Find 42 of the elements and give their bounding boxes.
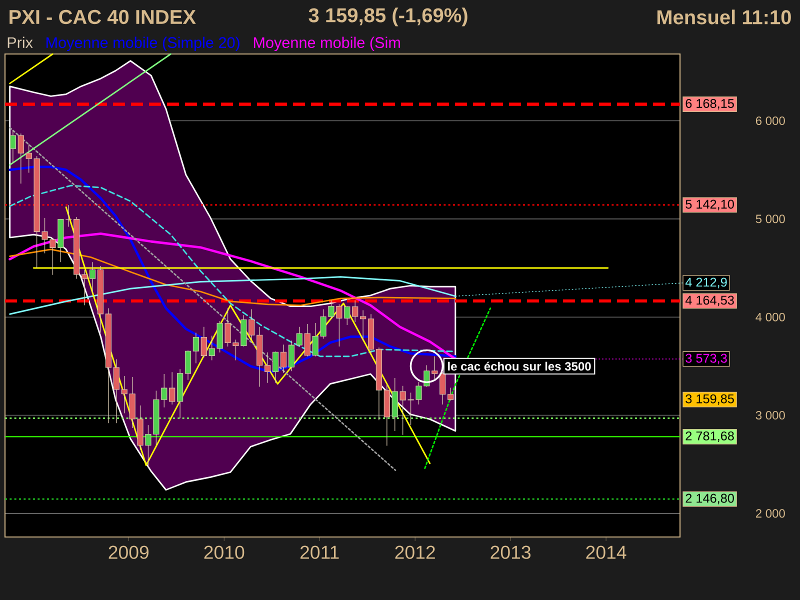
y-tick-label: 4 000 [756, 312, 785, 322]
y-tick-label: 3 000 [756, 411, 785, 420]
y-tick-label: 6 000 [756, 116, 785, 126]
candlestick [280, 344, 287, 374]
ref-line-label: 4 164,53 [685, 296, 734, 306]
candlestick [82, 270, 88, 306]
candlestick [360, 310, 366, 341]
ref-line-label: 2 146,80 [686, 494, 734, 504]
data-label: 4 212,9 [685, 278, 727, 288]
chart-title: PXI - CAC 40 INDEX [10, 10, 196, 24]
candlestick [448, 387, 454, 401]
text: 3 159,85 [686, 394, 734, 405]
ref-line-label: 5 142,10 [686, 200, 734, 210]
candlestick [89, 262, 96, 293]
ref-line-label: 2 781,68 [686, 431, 734, 442]
candlestick [264, 352, 271, 384]
x-tick-label: 2012 [395, 546, 435, 559]
candlestick [169, 372, 176, 405]
y-tick-label: 5 000 [756, 214, 785, 224]
candlestick [288, 340, 294, 372]
y-tick-label: 2 000 [756, 509, 785, 518]
text: Moyenne mobile (Simple 20) [46, 36, 240, 52]
x-tick-label: 2010 [204, 546, 244, 559]
x-tick-label: 2009 [108, 546, 149, 559]
candlestick [192, 332, 200, 364]
candlestick [10, 130, 16, 164]
x-tick-label: 2014 [586, 546, 626, 559]
line-series [8, 166, 457, 374]
candlestick [272, 351, 279, 384]
candlestick [184, 350, 192, 380]
chart-subtitle: 3 159,85 (-1,69%) [308, 8, 468, 26]
text: Mensuel 11:10 [657, 10, 791, 24]
data-label: 3 573,3 [686, 354, 727, 364]
text: Prix [8, 36, 33, 48]
line-series [9, 248, 456, 306]
ref-line-label: 6 168,15 [686, 99, 734, 110]
candlestick [18, 133, 24, 184]
x-tick-label: 2013 [490, 546, 530, 559]
text: Moyenne mobile (Sim [254, 36, 400, 52]
x-tick-label: 2011 [300, 546, 339, 559]
candlestick [200, 326, 207, 358]
annotation: le cac échou sur les 3500 [448, 362, 591, 371]
